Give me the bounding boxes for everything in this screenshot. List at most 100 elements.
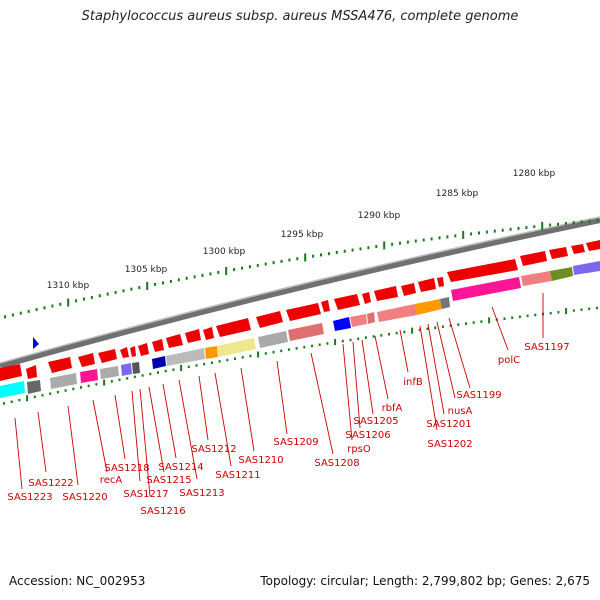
scale-label: 1290 kbp xyxy=(358,211,401,221)
gene-arrow xyxy=(98,349,117,363)
inner-minor-tick xyxy=(118,378,121,382)
inner-minor-tick xyxy=(318,343,321,346)
inner-minor-tick xyxy=(457,323,460,326)
inner-minor-tick xyxy=(472,321,475,324)
inner-minor-tick xyxy=(395,331,398,335)
gene-label[interactable]: SAS1199 xyxy=(456,390,501,401)
inner-minor-tick xyxy=(272,350,275,354)
feature-block xyxy=(521,271,552,286)
gene-arrow xyxy=(334,294,360,310)
gene-arrow xyxy=(166,334,183,348)
minor-tick xyxy=(509,227,512,231)
gene-label[interactable]: SAS1211 xyxy=(215,470,260,481)
inner-minor-tick xyxy=(141,374,144,377)
inner-minor-tick xyxy=(33,395,36,399)
minor-tick xyxy=(564,221,567,225)
feature-block xyxy=(573,261,600,275)
gene-label[interactable]: SAS1208 xyxy=(314,458,359,469)
gene-leader-line xyxy=(374,335,389,400)
gene-label[interactable]: nusA xyxy=(448,406,473,417)
gene-label[interactable]: SAS1210 xyxy=(238,455,283,466)
minor-tick xyxy=(248,265,251,269)
gene-leader-line xyxy=(92,399,108,473)
inner-minor-tick xyxy=(295,347,298,350)
gene-label[interactable]: infB xyxy=(403,377,423,388)
gene-label[interactable]: SAS1206 xyxy=(345,430,390,441)
gene-leader-line xyxy=(114,394,126,460)
gene-leader-line xyxy=(276,360,288,435)
gene-arrow xyxy=(401,283,416,296)
scale-label: 1280 kbp xyxy=(513,169,556,179)
minor-tick xyxy=(209,272,212,276)
gene-label[interactable]: SAS1223 xyxy=(7,492,52,503)
minor-tick xyxy=(83,297,85,301)
minor-tick xyxy=(533,225,536,229)
gene-label[interactable]: SAS1218 xyxy=(104,463,149,474)
map-title: Staphylococcus aureus subsp. aureus MSSA… xyxy=(81,9,519,24)
feature-block xyxy=(132,362,140,374)
minor-tick xyxy=(122,289,125,293)
inner-minor-tick xyxy=(380,334,383,337)
minor-tick xyxy=(485,230,488,234)
minor-tick xyxy=(201,273,204,277)
gene-label[interactable]: polC xyxy=(498,355,520,366)
feature-block xyxy=(152,356,166,369)
minor-tick xyxy=(256,263,259,267)
gene-label[interactable]: SAS1209 xyxy=(273,437,318,448)
gene-leader-line xyxy=(352,341,361,429)
minor-tick xyxy=(169,279,172,283)
scale-label: 1285 kbp xyxy=(436,189,479,199)
gene-label[interactable]: SAS1202 xyxy=(427,439,472,450)
gene-label[interactable]: SAS1215 xyxy=(146,475,191,486)
gene-label[interactable]: recA xyxy=(100,475,123,486)
inner-major-tick xyxy=(257,351,260,358)
inner-minor-tick xyxy=(18,398,21,402)
minor-tick xyxy=(241,266,243,270)
gene-label[interactable]: rpsO xyxy=(347,444,371,455)
minor-tick xyxy=(454,234,457,238)
minor-tick xyxy=(525,226,528,230)
minor-tick xyxy=(98,294,101,298)
minor-tick xyxy=(51,304,54,308)
minor-tick xyxy=(359,247,362,251)
gene-label[interactable]: rbfA xyxy=(382,403,403,414)
gene-label[interactable]: SAS1212 xyxy=(191,444,236,455)
minor-tick xyxy=(162,281,164,285)
inner-minor-tick xyxy=(280,349,283,353)
minor-tick xyxy=(114,290,117,294)
gene-label[interactable]: SAS1214 xyxy=(158,462,203,473)
minor-tick xyxy=(572,221,575,225)
gene-label[interactable]: SAS1220 xyxy=(62,492,107,503)
inner-major-tick xyxy=(565,308,568,315)
gene-label[interactable]: SAS1216 xyxy=(140,506,185,517)
gene-label[interactable]: SAS1205 xyxy=(353,416,398,427)
gene-leader-line xyxy=(198,375,209,441)
minor-tick xyxy=(430,237,433,241)
gene-leader-line xyxy=(491,306,509,351)
feature-block xyxy=(288,323,324,341)
gene-label[interactable]: SAS1201 xyxy=(426,419,471,430)
gene-label[interactable]: SAS1217 xyxy=(123,489,168,500)
inner-minor-tick xyxy=(595,306,598,310)
inner-minor-tick xyxy=(534,313,537,317)
inner-minor-tick xyxy=(41,394,44,397)
gene-label[interactable]: SAS1213 xyxy=(179,488,224,499)
gene-label[interactable]: SAS1197 xyxy=(524,342,569,353)
major-tick xyxy=(383,241,386,250)
minor-tick xyxy=(11,313,14,317)
gene-leader-line xyxy=(399,329,409,373)
inner-minor-tick xyxy=(572,309,575,312)
minor-tick xyxy=(351,248,354,252)
minor-tick xyxy=(280,259,283,263)
minor-tick xyxy=(19,311,22,315)
inner-minor-tick xyxy=(49,392,52,395)
gene-leader-line xyxy=(342,343,353,441)
minor-tick xyxy=(233,268,236,272)
genome-backbone-highlight xyxy=(0,216,600,364)
inner-minor-tick xyxy=(72,387,75,391)
minor-tick xyxy=(27,309,30,313)
gene-leader-line xyxy=(448,317,471,389)
gene-leader-line xyxy=(148,386,165,473)
gene-label[interactable]: SAS1222 xyxy=(28,478,73,489)
inner-minor-tick xyxy=(341,339,344,343)
